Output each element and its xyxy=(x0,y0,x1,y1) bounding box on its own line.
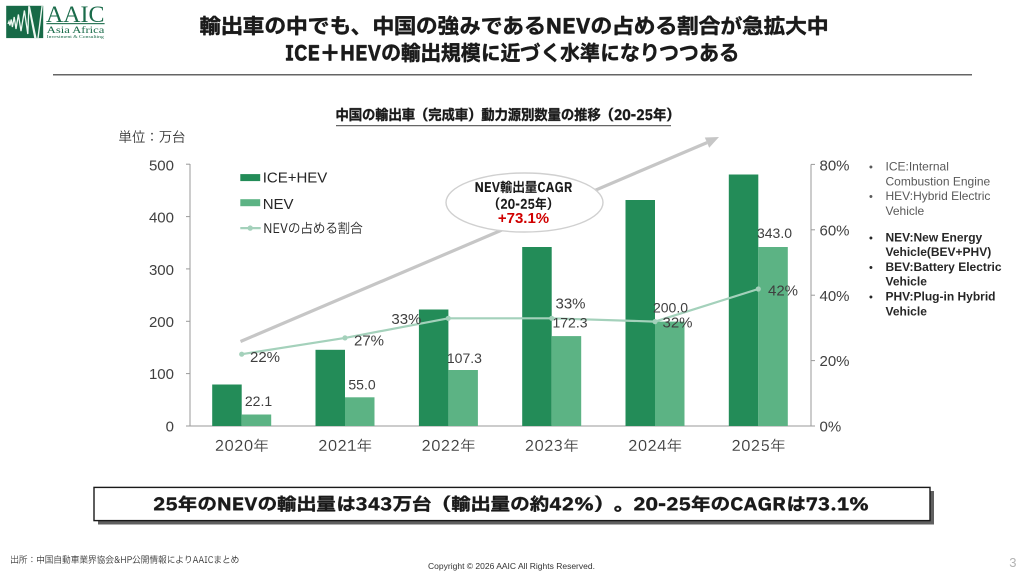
svg-text:ICE:Internal: ICE:Internal xyxy=(886,160,949,174)
svg-text:33%: 33% xyxy=(555,296,585,313)
svg-text:ICE+HEV: ICE+HEV xyxy=(263,169,328,186)
svg-text:AAIC: AAIC xyxy=(46,2,105,27)
svg-text:172.3: 172.3 xyxy=(552,314,587,330)
svg-text:NEV: NEV xyxy=(263,196,294,213)
svg-text:200.0: 200.0 xyxy=(653,299,688,315)
svg-text:343.0: 343.0 xyxy=(757,225,792,241)
svg-text:80%: 80% xyxy=(820,157,850,174)
svg-text:107.3: 107.3 xyxy=(447,350,482,366)
svg-text:+73.1%: +73.1% xyxy=(498,210,549,227)
svg-text:300: 300 xyxy=(149,262,174,279)
svg-text:Combustion Engine: Combustion Engine xyxy=(886,174,991,188)
svg-text:100: 100 xyxy=(149,366,174,383)
svg-text:•: • xyxy=(869,191,873,203)
svg-text:Copyright © 2026 AAIC All Righ: Copyright © 2026 AAIC All Rights Reserve… xyxy=(428,561,595,571)
svg-text:•: • xyxy=(869,232,873,244)
svg-text:Vehicle(BEV+PHV): Vehicle(BEV+PHV) xyxy=(886,245,992,259)
svg-text:20%: 20% xyxy=(820,353,850,370)
svg-text:400: 400 xyxy=(149,210,174,227)
svg-text:NEV:New Energy: NEV:New Energy xyxy=(886,230,983,244)
svg-text:42%: 42% xyxy=(768,282,798,299)
svg-text:Asia Africa: Asia Africa xyxy=(47,25,106,36)
svg-text:•: • xyxy=(869,162,873,174)
svg-text:27%: 27% xyxy=(354,332,384,349)
svg-text:PHV:Plug-in Hybrid: PHV:Plug-in Hybrid xyxy=(886,290,996,304)
svg-text:3: 3 xyxy=(1009,555,1016,570)
svg-text:33%: 33% xyxy=(391,311,421,328)
svg-text:HEV:Hybrid Electric: HEV:Hybrid Electric xyxy=(886,189,991,203)
svg-text:32%: 32% xyxy=(662,315,692,332)
svg-text:0: 0 xyxy=(166,418,174,435)
svg-text:200: 200 xyxy=(149,314,174,331)
svg-text:22%: 22% xyxy=(250,349,280,366)
svg-text:Vehicle: Vehicle xyxy=(886,304,928,318)
svg-text:500: 500 xyxy=(149,157,174,174)
svg-text:60%: 60% xyxy=(820,223,850,240)
svg-text:Vehicle: Vehicle xyxy=(886,275,928,289)
svg-text:•: • xyxy=(869,262,873,274)
svg-text:•: • xyxy=(869,292,873,304)
svg-text:BEV:Battery Electric: BEV:Battery Electric xyxy=(886,260,1002,274)
svg-text:Investment & Consulting: Investment & Consulting xyxy=(47,34,105,39)
svg-text:Vehicle: Vehicle xyxy=(886,204,925,218)
svg-text:55.0: 55.0 xyxy=(348,376,375,392)
svg-text:22.1: 22.1 xyxy=(245,393,272,409)
svg-text:0%: 0% xyxy=(820,418,842,435)
svg-text:40%: 40% xyxy=(820,288,850,305)
